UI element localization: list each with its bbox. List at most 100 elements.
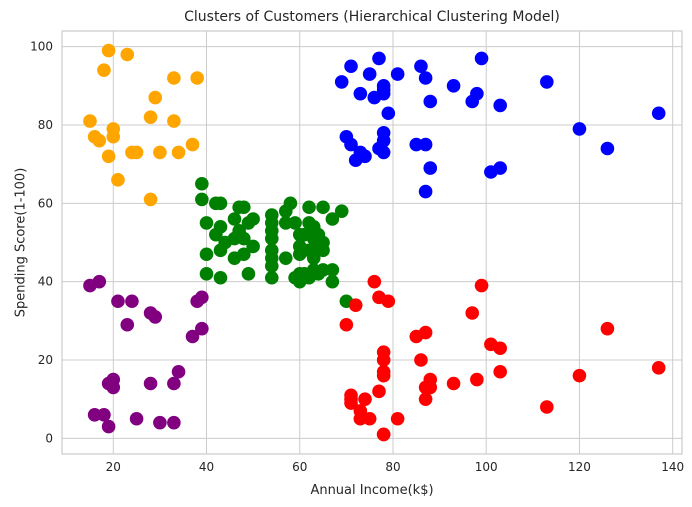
- scatter-point: [376, 368, 391, 383]
- scatter-point: [195, 321, 209, 336]
- scatter-point: [474, 51, 489, 66]
- scatter-point: [213, 270, 228, 285]
- scatter-point: [302, 200, 316, 215]
- scatter-point: [306, 251, 321, 265]
- scatter-point: [143, 192, 158, 207]
- scatter-point: [195, 290, 209, 305]
- scatter-point: [167, 71, 181, 85]
- scatter-point: [241, 267, 256, 281]
- scatter-point: [358, 392, 372, 406]
- scatter-point: [423, 372, 438, 387]
- scatter-point: [376, 427, 391, 442]
- scatter-point: [344, 137, 358, 152]
- scatter-point: [129, 145, 144, 160]
- scatter-point: [143, 376, 158, 391]
- scatter-point: [101, 43, 116, 58]
- scatter-point: [418, 325, 433, 340]
- scatter-point: [148, 310, 163, 324]
- scatter-point: [470, 86, 484, 101]
- scatter-point: [376, 145, 391, 160]
- scatter-point: [353, 86, 368, 101]
- tick-labels: 20 40 60 80 100 120 140 0 20 40 60 80 100: [30, 40, 684, 474]
- scatter-point: [153, 415, 167, 430]
- scatter-point: [237, 200, 251, 215]
- scatter-point: [195, 192, 209, 207]
- scatter-point: [334, 75, 349, 89]
- scatter-point: [129, 411, 144, 426]
- scatter-point: [120, 47, 135, 62]
- scatter-point: [199, 216, 214, 230]
- scatter-point: [143, 110, 158, 124]
- scatter-point: [381, 294, 396, 309]
- scatter-point: [92, 274, 107, 289]
- y-tick-label: 80: [38, 118, 53, 132]
- y-tick-label: 0: [45, 431, 53, 445]
- scatter-point: [264, 270, 279, 285]
- scatter-point: [237, 231, 251, 246]
- scatter-point: [111, 294, 125, 309]
- scatter-point: [372, 384, 386, 399]
- scatter-point: [418, 392, 433, 406]
- scatter-point: [316, 263, 330, 277]
- scatter-point: [381, 106, 396, 121]
- y-tick-label: 100: [30, 40, 53, 54]
- x-tick-label: 60: [292, 460, 307, 474]
- scatter-point: [358, 149, 372, 164]
- chart-title: Clusters of Customers (Hierarchical Clus…: [184, 9, 560, 25]
- scatter-point: [493, 161, 507, 175]
- scatter-point: [185, 329, 200, 344]
- scatter-point: [414, 353, 428, 367]
- x-tick-label: 80: [385, 460, 400, 474]
- y-tick-label: 60: [38, 196, 53, 210]
- y-axis-label: Spending Score(1-100): [14, 168, 29, 318]
- scatter-point: [446, 79, 461, 93]
- scatter-point: [362, 411, 377, 426]
- plot-area-frame: [61, 30, 683, 455]
- scatter-point: [600, 321, 615, 336]
- scatter-point: [97, 63, 111, 77]
- scatter-point: [106, 122, 121, 136]
- scatter-point: [199, 267, 214, 281]
- scatter-point: [167, 114, 181, 128]
- scatter-point: [148, 90, 163, 105]
- scatter-point: [446, 376, 461, 391]
- scatter-point: [465, 306, 480, 320]
- scatter-point: [423, 161, 438, 175]
- scatter-point: [376, 86, 391, 101]
- scatter-point: [167, 415, 181, 430]
- scatter-point: [125, 294, 139, 309]
- scatter-point: [344, 392, 358, 406]
- scatter-point: [367, 274, 382, 289]
- scatter-point: [97, 408, 111, 422]
- scatter-point: [83, 114, 97, 128]
- scatter-point: [190, 71, 204, 85]
- x-axis-label: Annual Income(k$): [310, 483, 433, 498]
- data-points: [83, 43, 666, 442]
- scatter-point: [409, 137, 424, 152]
- scatter-point: [278, 251, 293, 265]
- scatter-point: [418, 184, 433, 199]
- scatter-point: [353, 404, 368, 418]
- scatter-point: [167, 376, 181, 391]
- x-tick-label: 120: [568, 460, 591, 474]
- scatter-point: [283, 196, 298, 211]
- scatter-point: [540, 400, 554, 414]
- scatter-point: [213, 196, 228, 211]
- scatter-point: [474, 278, 489, 293]
- scatter-point: [325, 274, 340, 289]
- scatter-point: [362, 67, 377, 81]
- scatter-point: [171, 145, 186, 160]
- scatter-point: [376, 133, 391, 148]
- scatter-point: [246, 212, 260, 226]
- scatter-point: [264, 231, 279, 246]
- scatter-point: [288, 216, 302, 230]
- scatter-point: [278, 216, 293, 230]
- scatter-point: [264, 259, 279, 273]
- y-tick-label: 40: [38, 275, 53, 289]
- scatter-point: [390, 411, 405, 426]
- scatter-point: [418, 137, 433, 152]
- scatter-point: [246, 239, 260, 254]
- scatter-point: [325, 263, 340, 277]
- scatter-point: [325, 212, 340, 226]
